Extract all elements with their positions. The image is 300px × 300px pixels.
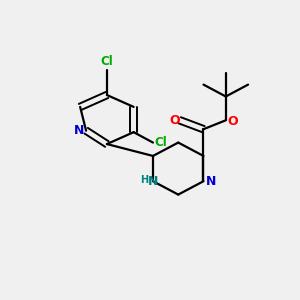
Text: N: N [148, 175, 158, 188]
Text: H: H [140, 175, 148, 185]
Text: O: O [169, 114, 180, 127]
Text: Cl: Cl [154, 136, 167, 149]
Text: N: N [74, 124, 84, 137]
Text: O: O [227, 115, 238, 128]
Text: N: N [206, 175, 216, 188]
Text: Cl: Cl [100, 55, 113, 68]
